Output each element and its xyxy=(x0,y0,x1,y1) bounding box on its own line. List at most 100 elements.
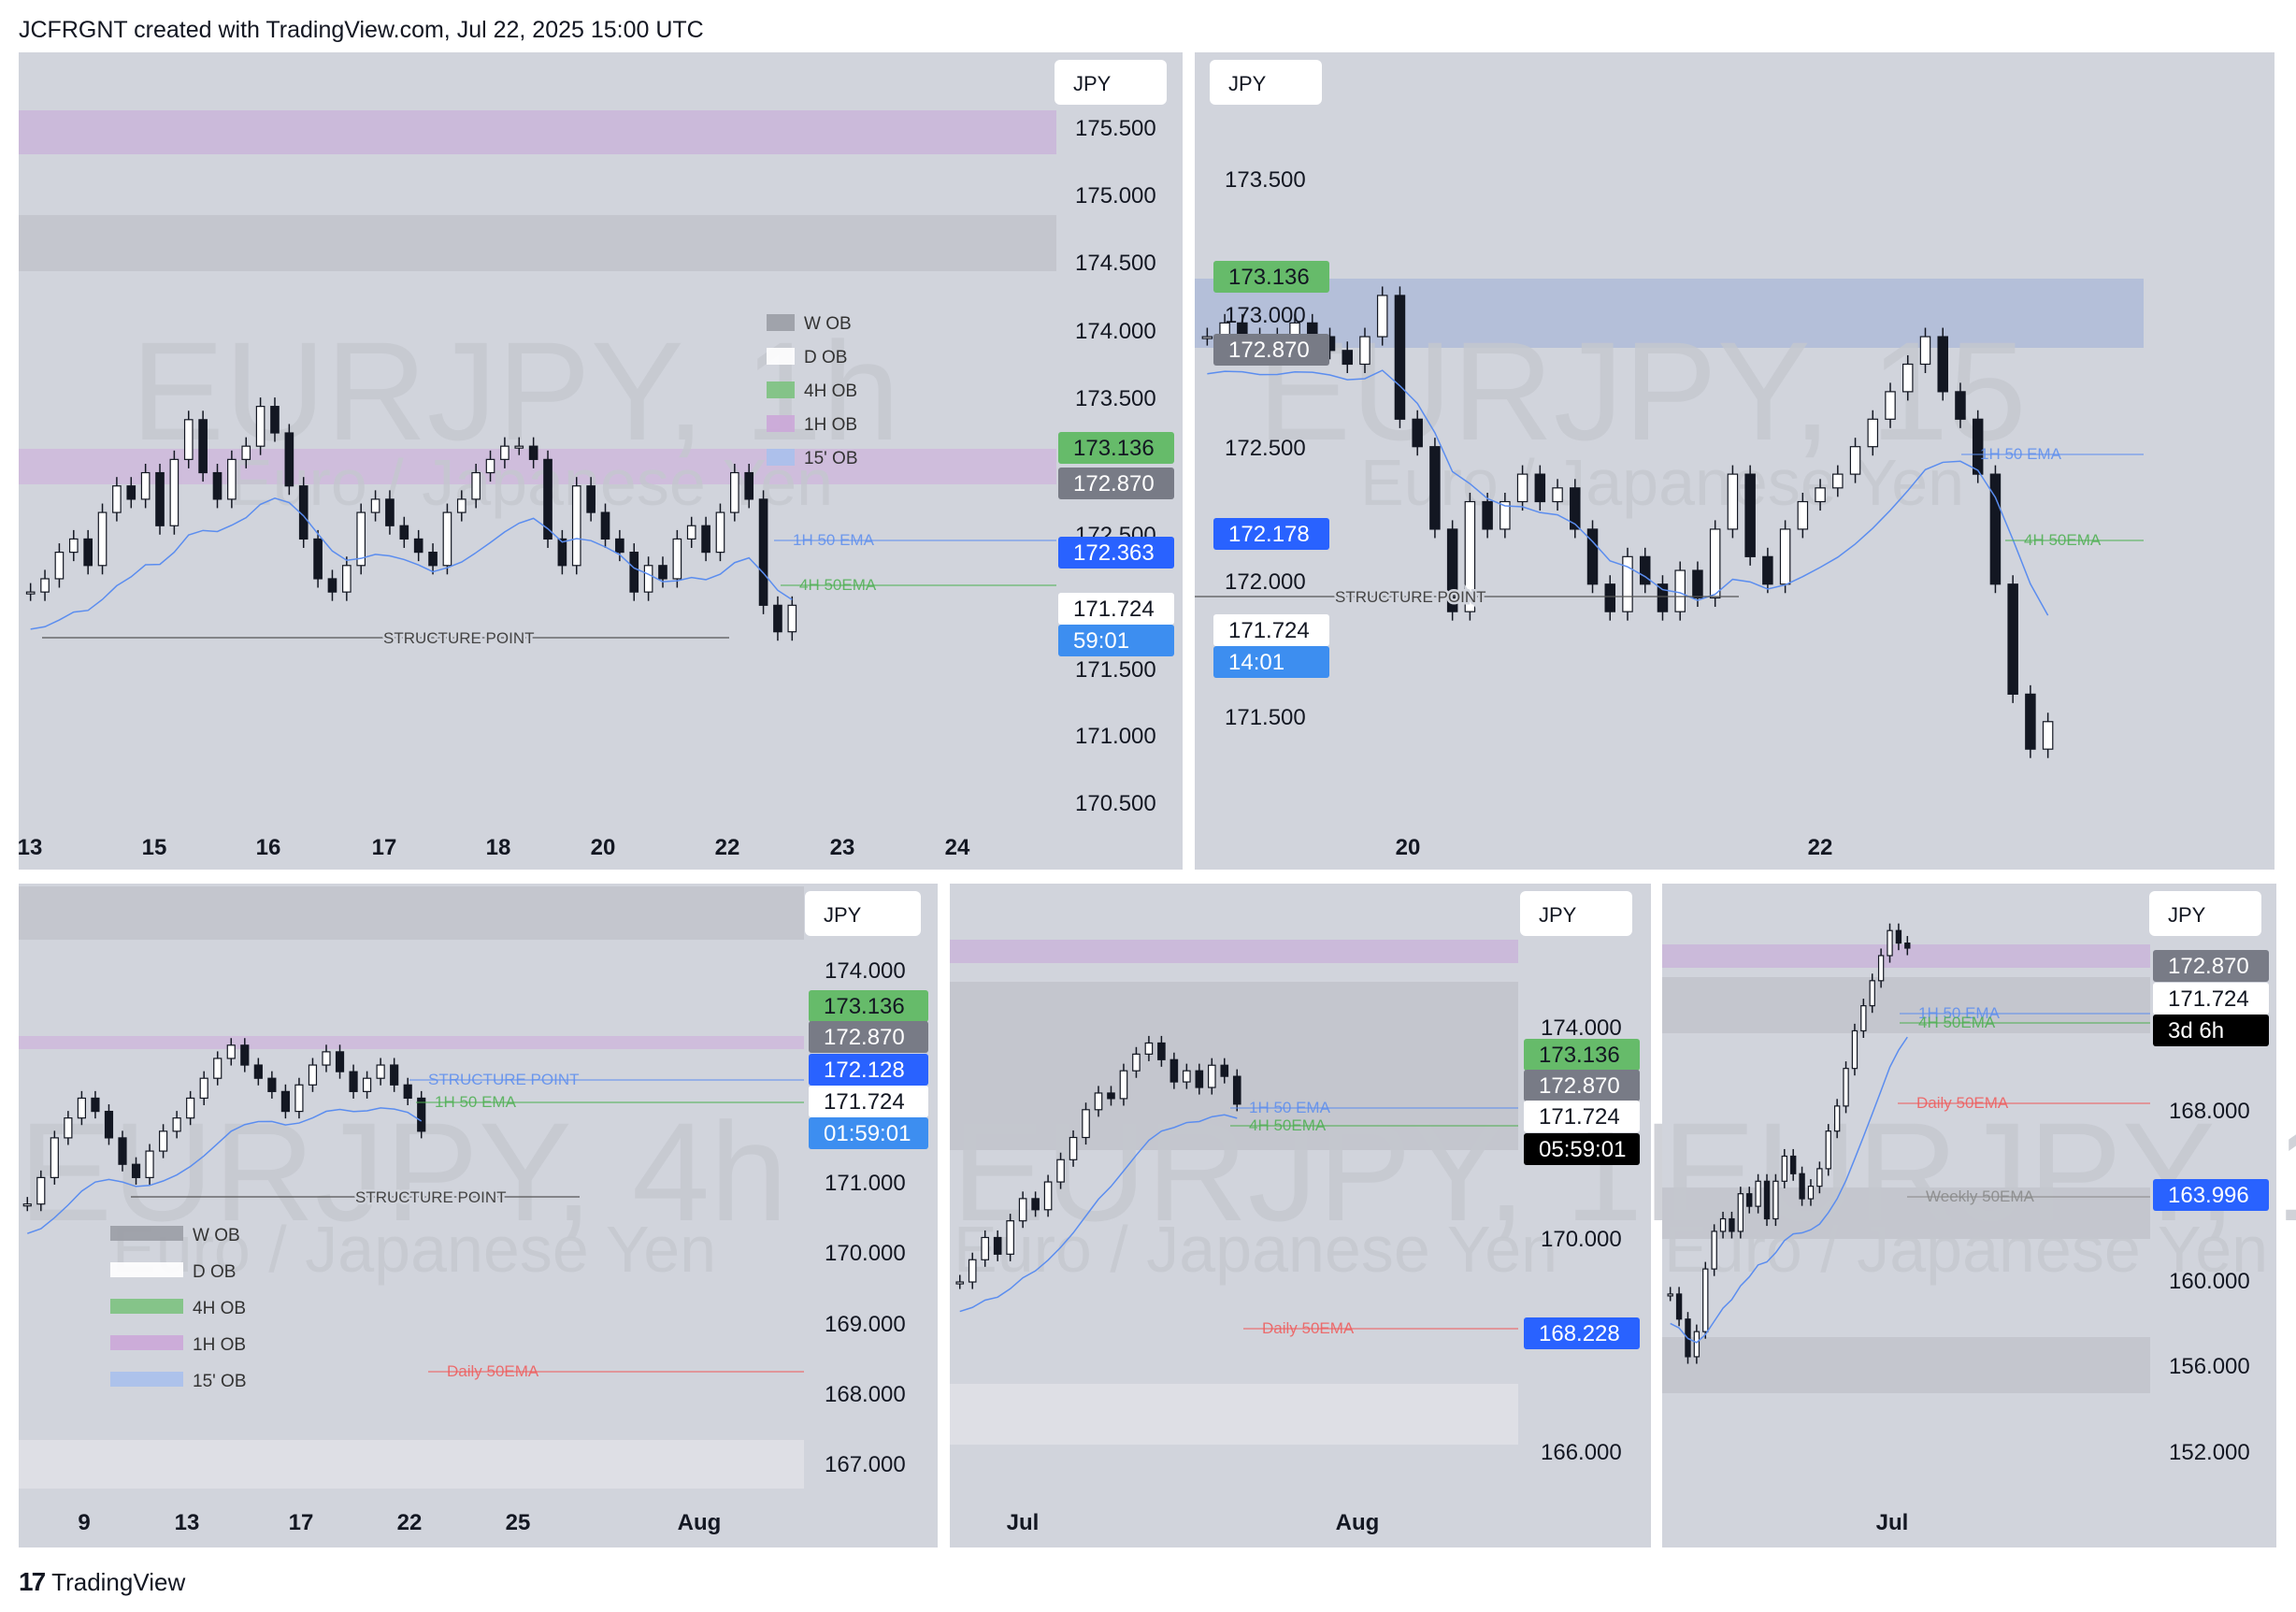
candle-body xyxy=(140,471,151,500)
price-marker-label: 172.870 xyxy=(824,1025,905,1050)
candle-body xyxy=(758,498,768,606)
candle-body xyxy=(1709,528,1721,599)
candle-body xyxy=(1183,1070,1191,1083)
candle-body xyxy=(280,1090,290,1113)
ema-line xyxy=(1207,369,2049,616)
price-marker xyxy=(1058,468,1174,499)
candle-body xyxy=(417,1097,426,1132)
candle-body xyxy=(212,471,222,500)
candle-body xyxy=(615,538,624,554)
candle-body xyxy=(226,1044,236,1059)
price-marker xyxy=(1058,432,1174,464)
candle-body xyxy=(1815,487,1826,503)
date-tick-label: 13 xyxy=(18,835,43,860)
candle-body xyxy=(349,1071,358,1092)
candle-body xyxy=(370,498,380,513)
price-tick-label: 175.500 xyxy=(1075,116,1156,141)
candle-body xyxy=(77,1097,86,1119)
currency-button xyxy=(1520,891,1632,936)
date-tick-label: 22 xyxy=(715,835,740,860)
legend-swatch xyxy=(767,415,795,432)
panel-background xyxy=(1195,52,2274,870)
candle-body xyxy=(1516,473,1528,503)
candle-body xyxy=(1376,295,1388,338)
price-tick-label: 171.000 xyxy=(825,1171,906,1196)
candle-body xyxy=(981,1236,990,1260)
tradingview-brand: 17 TradingView xyxy=(19,1567,185,1597)
candle-body xyxy=(104,1110,114,1139)
order-block-zone xyxy=(19,1440,804,1489)
structure-point-label: STRUCTURE POINT xyxy=(1335,588,1486,606)
candle-body xyxy=(308,1064,318,1086)
candle-body xyxy=(1902,363,1914,393)
order-block-zone xyxy=(19,1036,804,1049)
ema-line xyxy=(1670,1036,1908,1344)
date-tick-label: 20 xyxy=(1396,835,1421,860)
candle-body xyxy=(471,471,481,500)
price-tick-label: 171.500 xyxy=(1225,705,1306,730)
legend-swatch xyxy=(767,449,795,466)
candle-body xyxy=(456,498,466,513)
candle-body xyxy=(1069,1136,1078,1160)
candle-body xyxy=(1429,446,1441,530)
candle-body xyxy=(1570,487,1581,530)
date-tick-label: 25 xyxy=(506,1510,531,1535)
candle-body xyxy=(643,565,653,593)
candle-body xyxy=(1132,1053,1141,1072)
candle-body xyxy=(1207,1064,1216,1088)
candle-body xyxy=(25,591,36,595)
watermark-name: Euro / Japanese Yen xyxy=(112,1213,716,1286)
candle-body xyxy=(50,1137,59,1178)
currency-button xyxy=(1055,60,1167,105)
candle-body xyxy=(97,511,108,567)
price-tick-label: 166.000 xyxy=(1541,1440,1622,1465)
date-tick-label: Aug xyxy=(1336,1510,1380,1535)
order-block-zone xyxy=(1662,1337,2150,1393)
candle-body xyxy=(1799,1173,1805,1200)
ema-line xyxy=(30,497,793,630)
watermark-name: Euro / Japanese Yen xyxy=(1664,1213,2268,1286)
ema-line xyxy=(959,1114,1238,1313)
price-marker-label: 172.128 xyxy=(824,1058,905,1083)
candle-body xyxy=(1604,583,1616,612)
candle-body xyxy=(686,525,696,540)
chart-panel-1w: EURJPY, 1WEuro / Japanese Yen 1H 50 EMA4H… xyxy=(1662,884,2296,1547)
candle-body xyxy=(1781,1155,1787,1182)
price-tick-label: 168.000 xyxy=(2169,1099,2250,1124)
candle-body xyxy=(428,552,438,567)
price-marker-label: 172.870 xyxy=(2168,954,2249,979)
candle-body xyxy=(1887,929,1893,957)
price-marker-label: 59:01 xyxy=(1073,628,1129,654)
candle-body xyxy=(1860,1005,1867,1032)
ema-annotation: 1H 50 EMA xyxy=(435,1093,517,1111)
candle-body xyxy=(629,552,639,593)
order-block-zone xyxy=(950,1384,1518,1445)
candle-body xyxy=(1412,418,1423,448)
price-tick-label: 174.000 xyxy=(825,958,906,984)
candle-body xyxy=(1639,555,1651,585)
candle-body xyxy=(1843,1068,1849,1107)
candle-body xyxy=(1692,569,1703,599)
currency-button xyxy=(805,891,921,936)
legend-label: 15' OB xyxy=(193,1372,247,1391)
candle-body xyxy=(1232,1075,1241,1105)
candle-body xyxy=(270,406,280,434)
candle-body xyxy=(313,538,323,580)
candle-body xyxy=(993,1236,1002,1255)
price-marker xyxy=(809,1054,928,1086)
candle-body xyxy=(1711,1231,1717,1270)
candle-body xyxy=(1719,1217,1727,1232)
price-marker-label: 173.136 xyxy=(1073,436,1155,461)
watermark-name: Euro / Japanese Yen xyxy=(954,1213,1557,1286)
candle-body xyxy=(1762,555,1773,585)
price-marker-label: 172.870 xyxy=(1073,471,1155,497)
candle-body xyxy=(1807,1186,1815,1200)
candle-body xyxy=(1693,1331,1700,1358)
currency-button xyxy=(1210,60,1322,105)
currency-button xyxy=(2149,891,2261,936)
price-tick-label: 156.000 xyxy=(2169,1354,2250,1379)
candle-body xyxy=(1018,1198,1027,1222)
price-tick-label: 173.500 xyxy=(1075,386,1156,411)
